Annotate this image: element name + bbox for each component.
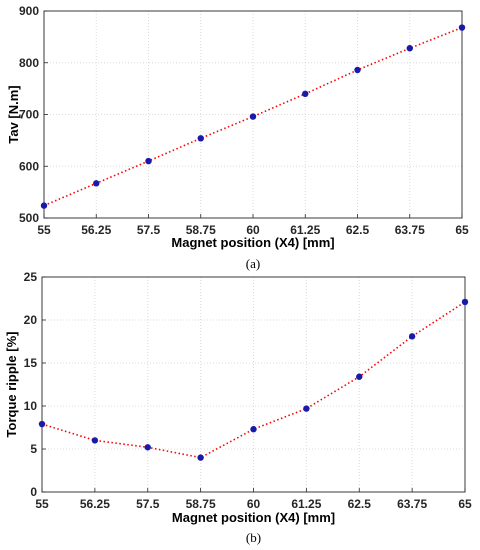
x-tick-label-a: 61.25	[290, 223, 320, 237]
data-point-b-8	[461, 298, 469, 306]
x-tick-label-a: 65	[455, 223, 469, 237]
y-tick-label-a: 600	[19, 159, 39, 173]
data-point-b-6	[356, 373, 363, 380]
data-point-a-5	[302, 90, 309, 98]
x-tick-label-a: 63.75	[395, 223, 425, 237]
data-point-b-7	[408, 333, 416, 340]
data-point-b-2	[144, 444, 151, 451]
y-tick-label-b: 25	[24, 270, 38, 284]
chart-b-torque-ripple: 55 56.25 57.5 58.75 60 61.25 62.5 63.75 65 0 5 10 15…	[4, 270, 472, 545]
y-tick-label-b: 10	[24, 399, 38, 413]
y-tick-label-a: 500	[19, 211, 39, 225]
plot-frame-a	[43, 10, 463, 219]
data-point-a-0	[40, 202, 48, 209]
data-point-b-3	[197, 454, 204, 461]
x-axis-label-b: Magnet position (X4) [mm]	[172, 510, 335, 525]
data-point-a-3	[197, 135, 204, 142]
x-tick-label-b: 61.25	[291, 497, 321, 511]
data-point-a-8	[458, 24, 466, 31]
x-tick-label-b: 56.25	[80, 497, 110, 511]
data-point-a-1	[93, 180, 100, 187]
caption-b: (b)	[246, 530, 261, 545]
x-tick-label-b: 57.5	[136, 497, 160, 511]
data-point-a-4	[249, 113, 257, 120]
x-tick-label-b: 65	[458, 497, 472, 511]
series-line-b	[41, 301, 466, 459]
x-tick-label-a: 62.5	[346, 223, 370, 237]
caption-a: (a)	[246, 256, 260, 271]
data-point-a-2	[145, 157, 152, 165]
x-tick-label-b: 55	[35, 497, 49, 511]
y-tick-label-a: 900	[19, 4, 39, 18]
x-tick-label-b: 58.75	[186, 497, 216, 511]
data-point-b-1	[91, 437, 99, 444]
x-tick-label-b: 62.5	[348, 497, 372, 511]
x-tick-label-a: 60	[246, 223, 260, 237]
y-tick-label-b: 20	[24, 313, 38, 327]
y-tick-label-b: 0	[30, 485, 37, 499]
plot-area-b	[42, 277, 465, 492]
y-tick-label-b: 5	[30, 442, 37, 456]
data-point-a-6	[354, 66, 361, 74]
x-tick-label-a: 56.25	[81, 223, 111, 237]
y-axis-label-b: Torque ripple [%]	[4, 332, 19, 438]
y-tick-label-b: 15	[24, 356, 38, 370]
plot-frame-b	[41, 276, 466, 493]
y-tick-label-a: 700	[19, 108, 39, 122]
data-point-b-4	[250, 426, 257, 433]
y-axis-label-a: Tav [N.m]	[6, 85, 21, 143]
x-axis-label-a: Magnet position (X4) [mm]	[171, 235, 334, 250]
y-tick-label-a: 800	[19, 56, 39, 70]
data-point-a-7	[406, 45, 413, 52]
x-tick-label-a: 57.5	[137, 223, 161, 237]
data-point-b-0	[38, 420, 46, 428]
x-tick-label-b: 60	[247, 497, 261, 511]
x-tick-label-a: 58.75	[186, 223, 216, 237]
chart-a-average-torque: 55 56.25 57.5 58.75 60 61.25 62.5 63.75 65 500 600…	[6, 4, 469, 271]
x-tick-label-b: 63.75	[397, 497, 427, 511]
x-tick-label-a: 55	[37, 223, 51, 237]
data-point-b-5	[303, 405, 310, 412]
